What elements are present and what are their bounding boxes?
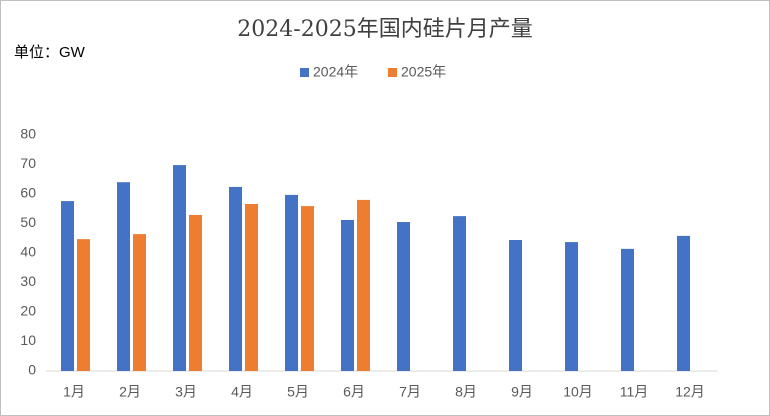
bar	[117, 182, 130, 371]
x-tick-label: 2月	[119, 384, 141, 400]
legend-label: 2025年	[401, 64, 446, 80]
y-tick-label: 10	[20, 332, 36, 348]
bar	[357, 199, 370, 371]
legend-swatch	[388, 68, 397, 77]
y-tick-label: 40	[20, 244, 36, 260]
y-tick-label: 60	[20, 185, 36, 201]
x-tick-label: 1月	[63, 384, 85, 400]
bar	[301, 206, 314, 371]
bar	[245, 204, 258, 371]
bar	[133, 234, 146, 371]
bar	[61, 201, 74, 371]
y-tick-label: 30	[20, 273, 36, 289]
bar	[565, 242, 578, 371]
y-tick-label: 50	[20, 214, 36, 230]
x-tick-label: 9月	[511, 384, 533, 400]
y-tick-label: 70	[20, 155, 36, 171]
bar	[189, 214, 202, 371]
bar	[341, 219, 354, 371]
bar	[621, 248, 634, 371]
bar	[397, 222, 410, 371]
y-tick-label: 20	[20, 303, 36, 319]
x-tick-label: 6月	[343, 384, 365, 400]
unit-label: 单位：GW	[14, 44, 86, 61]
bar	[77, 239, 90, 371]
x-tick-label: 5月	[287, 384, 309, 400]
bar	[173, 165, 186, 371]
x-tick-label: 3月	[175, 384, 197, 400]
y-tick-label: 0	[28, 362, 36, 378]
bar	[285, 194, 298, 371]
chart-title: 2024-2025年国内硅片月产量	[237, 17, 532, 42]
bar	[453, 216, 466, 371]
bar	[229, 186, 242, 371]
bar	[677, 235, 690, 371]
legend-label: 2024年	[313, 64, 358, 80]
y-tick-label: 80	[20, 126, 36, 142]
x-tick-label: 10月	[563, 384, 593, 400]
x-tick-label: 11月	[620, 384, 649, 400]
x-tick-label: 8月	[455, 384, 477, 400]
legend-swatch	[300, 68, 309, 77]
x-tick-label: 4月	[231, 384, 253, 400]
bar	[509, 240, 522, 371]
x-tick-label: 12月	[675, 384, 705, 400]
x-tick-label: 7月	[399, 384, 421, 400]
